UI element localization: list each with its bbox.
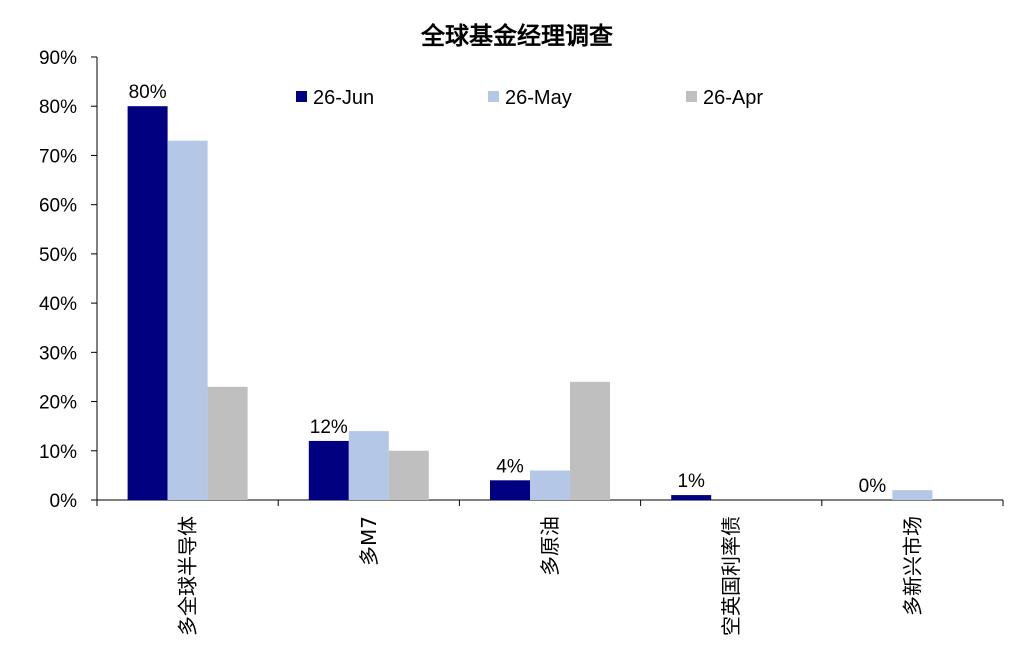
y-tick-label: 0%: [50, 491, 78, 512]
x-axis: [96, 499, 1004, 506]
y-tick-label: 90%: [39, 48, 77, 69]
bar: [490, 480, 530, 500]
legend-swatch: [296, 91, 307, 102]
y-tick-label: 70%: [39, 146, 77, 167]
bar: [388, 450, 429, 500]
y-axis: 0% 10% 20% 30% 40% 50% 60% 70% 80% 90%: [39, 48, 98, 512]
bar: [892, 490, 933, 500]
data-label: 12%: [310, 417, 348, 438]
legend: 26-Jun 26-May 26-Apr: [296, 87, 763, 109]
legend-swatch: [686, 91, 697, 102]
data-label: 1%: [677, 471, 705, 492]
chart-title: 全球基金经理调查: [420, 22, 613, 50]
bar: [207, 386, 248, 500]
category-labels: 多全球半导体 多M7 多原油 空英国利率债 多新兴市场: [176, 516, 925, 636]
bar: [530, 470, 570, 500]
x-category-label: 空英国利率债: [719, 516, 743, 636]
y-tick-label: 40%: [39, 294, 77, 315]
legend-label: 26-May: [505, 87, 572, 109]
y-tick-label: 10%: [39, 442, 77, 463]
data-label: 4%: [496, 456, 524, 477]
legend-label: 26-Jun: [313, 87, 374, 109]
x-category-label: 多M7: [357, 516, 381, 566]
data-label: 80%: [129, 82, 167, 103]
bar: [348, 431, 389, 500]
y-tick-label: 60%: [39, 196, 77, 217]
x-category-label: 多原油: [538, 516, 562, 576]
bar: [570, 381, 610, 500]
bars: [127, 106, 933, 500]
y-tick-label: 30%: [39, 343, 77, 364]
data-label: 0%: [859, 476, 887, 497]
x-category-label: 多全球半导体: [176, 516, 200, 636]
bar: [127, 106, 168, 500]
y-tick-label: 20%: [39, 393, 77, 414]
bar: [671, 495, 712, 500]
legend-swatch: [488, 91, 499, 102]
bar: [167, 140, 208, 500]
data-labels: 80% 12% 4% 1% 0%: [129, 82, 887, 497]
y-tick-label: 50%: [39, 245, 77, 266]
bar: [308, 440, 349, 500]
x-category-label: 多新兴市场: [900, 516, 924, 616]
legend-label: 26-Apr: [703, 87, 763, 109]
y-tick-label: 80%: [39, 97, 77, 118]
